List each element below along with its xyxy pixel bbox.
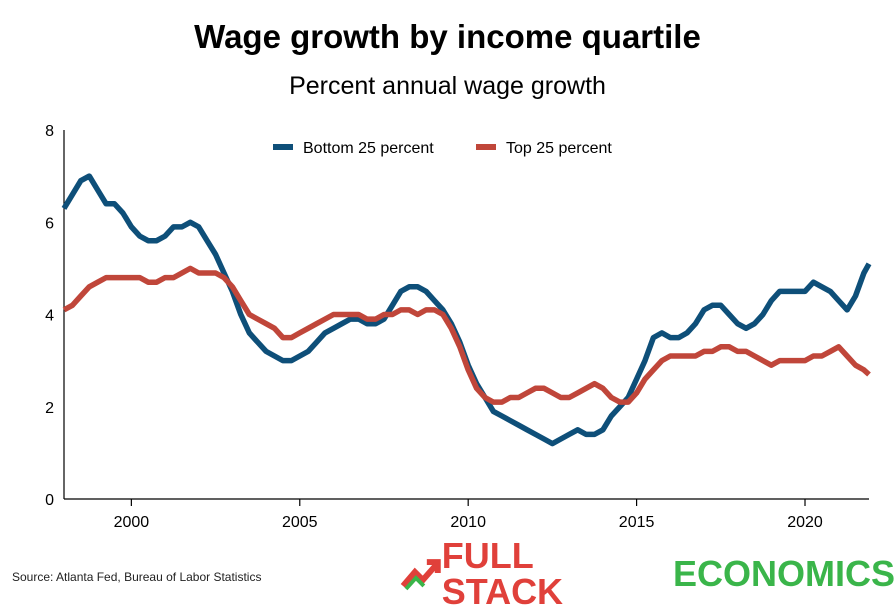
brand-text-full-stack: FULL STACK — [441, 535, 564, 612]
chart-title: Wage growth by income quartile — [194, 18, 701, 55]
trend-up-icon — [400, 559, 441, 591]
legend-label: Top 25 percent — [506, 140, 612, 157]
y-tick-label: 4 — [45, 308, 54, 325]
y-tick-label: 6 — [45, 215, 54, 232]
brand-text-economics: ECONOMICS — [672, 553, 895, 594]
x-tick-label: 2015 — [619, 514, 655, 531]
source-note: Source: Atlanta Fed, Bureau of Labor Sta… — [12, 570, 262, 584]
line-chart: 0 2 4 6 8 2000 2005 2010 2015 2020 Bottom 25 perce… — [45, 123, 872, 531]
series-line-top-25 — [62, 265, 871, 405]
y-tick-label: 2 — [45, 400, 54, 417]
series-line-bottom-25 — [61, 173, 872, 447]
brand-logo: FULL STACK ECONOMICS — [400, 538, 895, 610]
y-tick-label: 0 — [45, 492, 54, 509]
x-tick-label: 2005 — [282, 514, 318, 531]
x-tick-label: 2020 — [787, 514, 823, 531]
y-tick-label: 8 — [45, 123, 54, 140]
x-tick-label: 2000 — [114, 514, 150, 531]
chart-subtitle: Percent annual wage growth — [289, 72, 606, 100]
legend-label: Bottom 25 percent — [303, 140, 434, 157]
x-tick-label: 2010 — [450, 514, 486, 531]
